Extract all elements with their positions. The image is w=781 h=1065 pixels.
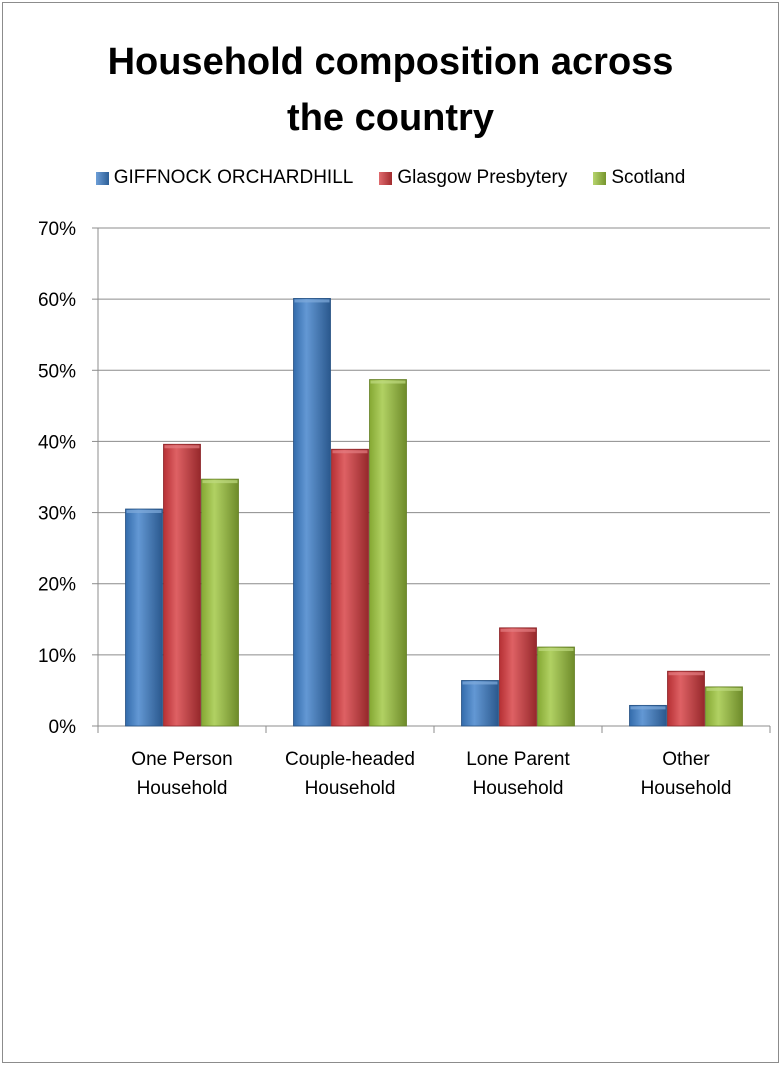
legend-label-scotland: Scotland [611,167,686,188]
bar-giffnock-orchardhill-3 [629,704,667,727]
x-category-label: One Person Household [131,749,232,799]
chart-legend: GIFFNOCK ORCHARDHILL Glasgow Presbytery … [0,166,781,190]
y-tick-label: 10% [38,646,76,667]
bar-scotland-3 [705,686,743,727]
legend-swatch-glasgow [379,171,393,185]
x-category-label: Other Household [641,749,732,799]
bar-highlight [668,672,704,676]
bar-highlight [294,299,330,303]
bar-scotland-2 [537,646,575,727]
bar-highlight [630,706,666,710]
y-tick-label: 40% [38,432,76,453]
chart-title: Household composition across the country [107,41,674,139]
bar-highlight [126,510,162,514]
bar-glasgow-presbytery-3 [667,670,705,727]
bar-highlight [202,480,238,484]
bar-scotland-1 [369,379,407,727]
y-tick-label: 60% [38,290,76,311]
x-category-label: Couple-headed Household [285,749,415,799]
legend-label-giffnock: GIFFNOCK ORCHARDHILL [113,167,354,188]
bar-glasgow-presbytery-0 [163,443,201,727]
legend-swatch-giffnock [95,171,109,185]
x-category-label: Lone Parent Household [466,749,570,799]
y-tick-label: 20% [38,575,76,596]
bar-highlight [462,681,498,685]
axis-labels: 0% 10% 20% 30% 40% 50% 60% 70% One Person Househo… [38,219,731,799]
y-tick-label: 50% [38,361,76,382]
bar-giffnock-orchardhill-2 [461,680,499,727]
bar-glasgow-presbytery-1 [331,448,369,727]
y-tick-label: 30% [38,504,76,525]
bar-highlight [370,380,406,384]
bar-giffnock-orchardhill-0 [125,508,163,727]
legend-item-scotland: Scotland [593,167,685,189]
bars [125,298,743,727]
y-tick-label: 70% [38,219,76,240]
bar-highlight [332,450,368,454]
bar-glasgow-presbytery-2 [499,627,537,727]
legend-item-glasgow: Glasgow Presbytery [379,167,567,189]
bar-highlight [500,628,536,632]
bar-scotland-0 [201,478,239,727]
bar-highlight [164,445,200,449]
legend-item-giffnock: GIFFNOCK ORCHARDHILL [95,167,354,189]
bar-giffnock-orchardhill-1 [293,298,331,727]
y-tick-label: 0% [49,717,77,738]
legend-label-glasgow: Glasgow Presbytery [397,167,568,188]
bar-highlight [706,687,742,691]
bar-highlight [538,648,574,652]
legend-swatch-scotland [593,171,607,185]
